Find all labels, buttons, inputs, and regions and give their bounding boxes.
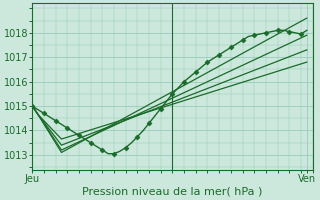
X-axis label: Pression niveau de la mer( hPa ): Pression niveau de la mer( hPa ) bbox=[82, 187, 263, 197]
